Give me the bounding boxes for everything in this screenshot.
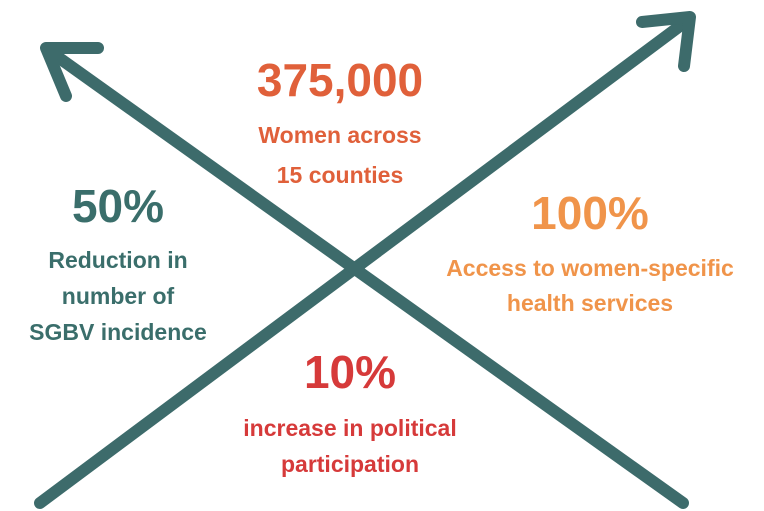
stat-description: health services [507,290,673,316]
stat-value: 10% [304,346,396,398]
stat-description: Women across [258,122,421,148]
stat-description: number of [62,283,175,309]
arrows [34,11,696,509]
stat-description: SGBV incidence [29,319,207,345]
stat-value: 50% [72,180,164,232]
arrow-head [40,42,104,102]
stat-description: 15 counties [277,162,404,188]
stat-description: increase in political [243,415,456,441]
stat-description: Reduction in [48,247,187,273]
stat-value: 100% [531,187,649,239]
stat-value: 375,000 [257,54,423,106]
arrow-head [636,11,696,72]
stat-description: participation [281,451,419,477]
arrow-shaft [34,14,694,509]
stat-description: Access to women-specific [446,255,734,281]
stats: 375,000 Women across 15 counties 50% Reducti… [29,54,734,477]
arrow-shaft [42,44,689,509]
